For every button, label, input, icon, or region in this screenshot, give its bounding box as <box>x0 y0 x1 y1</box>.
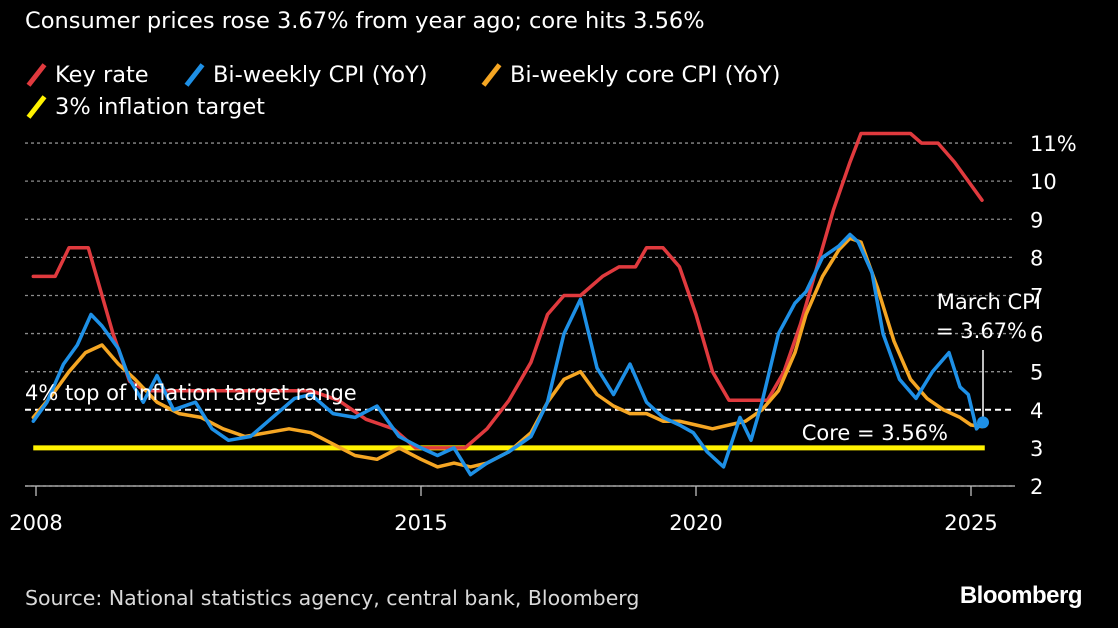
y-axis: 2 3 4 5 6 7 8 9 10 11% <box>1030 132 1077 499</box>
legend-item-cpi: Bi-weekly CPI (YoY) <box>183 62 428 88</box>
latest-cpi-marker <box>977 416 989 429</box>
y-tick-label: 7 <box>1030 284 1043 308</box>
series-lines <box>31 131 984 477</box>
chart-subtitle: Consumer prices rose 3.67% from year ago… <box>25 8 705 34</box>
legend-label: Key rate <box>55 62 149 88</box>
legend-label: Bi-weekly core CPI (YoY) <box>510 62 781 88</box>
reference-lines <box>25 408 1015 451</box>
series-line-1 <box>31 232 984 477</box>
annotation-target-range: 4% top of inflation target range <box>25 381 357 405</box>
legend-item-core-cpi: Bi-weekly core CPI (YoY) <box>480 62 780 88</box>
legend-label: Bi-weekly CPI (YoY) <box>213 62 428 88</box>
source-note: Source: National statistics agency, cent… <box>25 586 640 610</box>
y-tick-label: 5 <box>1030 361 1043 385</box>
legend-label: 3% inflation target <box>55 94 265 120</box>
y-tick-label: 2 <box>1030 475 1043 499</box>
legend-item-key-rate: Key rate <box>25 62 149 88</box>
y-tick-label: 6 <box>1030 323 1043 347</box>
bloomberg-logo: Bloomberg <box>959 582 1083 609</box>
x-tick-label: 2015 <box>394 511 447 535</box>
x-tick-label: 2020 <box>669 511 722 535</box>
y-tick-label: 4 <box>1030 399 1043 423</box>
annotations: 4% top of inflation target range March C… <box>25 290 1041 445</box>
annotation-march-cpi: March CPI <box>937 290 1041 314</box>
series-line-0 <box>31 131 984 450</box>
series-line-2 <box>31 236 984 469</box>
y-tick-label: 9 <box>1030 208 1043 232</box>
y-tick-label: 11% <box>1030 132 1077 156</box>
grid-lines <box>25 142 1015 487</box>
annotation-core: Core = 3.56% <box>802 421 948 445</box>
x-tick-label: 2025 <box>944 511 997 535</box>
x-tick-label: 2008 <box>9 511 62 535</box>
y-tick-label: 8 <box>1030 246 1043 270</box>
legend-item-target: 3% inflation target <box>25 94 265 120</box>
y-tick-label: 3 <box>1030 437 1043 461</box>
y-tick-label: 10 <box>1030 170 1057 194</box>
x-axis: 2008 2015 2020 2025 <box>9 485 1015 535</box>
annotation-march-cpi-value: = 3.67% <box>936 319 1027 343</box>
